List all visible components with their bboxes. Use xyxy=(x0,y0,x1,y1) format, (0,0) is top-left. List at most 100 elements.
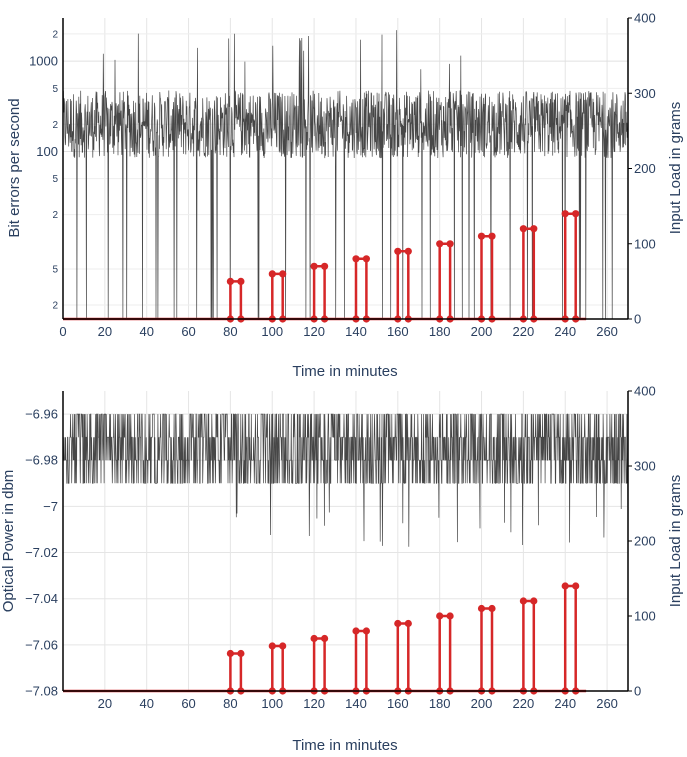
bottom-x-axis-title: Time in minutes xyxy=(292,737,397,754)
y-minor-tick-label: 2 xyxy=(52,120,58,131)
y-tick-label: −7.06 xyxy=(25,637,58,652)
load-marker xyxy=(310,634,318,643)
y-minor-tick-label: 5 xyxy=(52,174,58,185)
y-tick-label: −7 xyxy=(43,499,58,514)
x-tick-label: 140 xyxy=(345,696,367,711)
top-y-axis-title: Bit errors per second xyxy=(6,98,23,237)
y-tick-label: 100 xyxy=(36,144,58,159)
load-marker xyxy=(352,255,360,263)
load-marker xyxy=(519,597,528,605)
load-marker xyxy=(237,277,245,285)
x-tick-label: 20 xyxy=(98,696,112,711)
load-marker xyxy=(561,210,569,218)
load-marker xyxy=(279,642,287,650)
x-tick-label: 180 xyxy=(429,324,451,339)
load-marker xyxy=(446,240,454,248)
load-marker xyxy=(394,619,402,628)
top-y2-axis-title: Input Load in grams xyxy=(667,102,684,235)
y2-tick-label: 100 xyxy=(634,236,656,251)
y2-tick-label: 0 xyxy=(634,684,641,699)
x-tick-label: 40 xyxy=(139,324,153,339)
y-minor-tick-label: 5 xyxy=(52,265,58,276)
load-marker xyxy=(226,277,234,285)
y2-tick-label: 400 xyxy=(634,11,656,26)
y2-tick-label: 300 xyxy=(634,86,656,101)
x-tick-label: 160 xyxy=(387,696,409,711)
load-marker xyxy=(561,582,569,590)
x-tick-label: 140 xyxy=(345,324,367,339)
bottom-input-load-series xyxy=(63,582,587,695)
load-marker xyxy=(362,255,370,263)
x-tick-label: 220 xyxy=(513,696,535,711)
x-tick-label: 60 xyxy=(181,324,195,339)
bit-errors-series xyxy=(62,30,629,320)
x-tick-label: 240 xyxy=(554,696,576,711)
load-marker xyxy=(488,604,496,613)
x-tick-label: 80 xyxy=(223,696,237,711)
x-tick-label: 60 xyxy=(181,696,195,711)
bottom-grid xyxy=(63,391,628,692)
optical-power-chart: 20 40 60 80 100 120 140 160 180 200 220 240 260 −6.96… xyxy=(0,384,684,755)
x-tick-label: 240 xyxy=(554,324,576,339)
bottom-y-axis-title: Optical Power in dbm xyxy=(0,470,17,613)
y-tick-label: −7.02 xyxy=(25,545,58,560)
x-tick-label: 120 xyxy=(303,324,325,339)
top-input-load-series xyxy=(63,210,587,323)
load-marker xyxy=(477,232,486,240)
y-minor-tick-label: 2 xyxy=(52,210,58,221)
x-tick-label: 200 xyxy=(471,324,493,339)
noise-trace xyxy=(62,30,629,320)
x-tick-label: 20 xyxy=(98,324,112,339)
y-tick-label: −7.04 xyxy=(25,591,58,606)
load-marker xyxy=(279,270,287,278)
noise-trace xyxy=(62,413,629,547)
x-tick-label: 180 xyxy=(429,696,451,711)
load-marker xyxy=(530,597,538,605)
y-minor-tick-label: 2 xyxy=(52,301,58,312)
load-marker xyxy=(321,262,329,270)
y2-tick-label: 200 xyxy=(634,534,656,549)
top-grid xyxy=(62,18,628,319)
load-marker xyxy=(310,262,318,270)
bottom-y2-axis-title: Input Load in grams xyxy=(667,475,684,608)
y-tick-label: −7.08 xyxy=(25,684,58,699)
x-tick-label: 100 xyxy=(261,696,283,711)
y-tick-label: −6.98 xyxy=(25,453,58,468)
load-marker xyxy=(446,612,454,620)
load-marker xyxy=(268,270,276,278)
load-marker xyxy=(436,240,444,248)
top-x-axis-title: Time in minutes xyxy=(292,363,397,380)
y-tick-label: −6.96 xyxy=(25,407,58,422)
load-marker xyxy=(352,627,360,635)
load-marker xyxy=(477,604,486,613)
y2-tick-label: 200 xyxy=(634,161,656,176)
load-marker xyxy=(572,582,580,590)
top-axes: 0 20 40 60 80 100 120 140 160 180 200 220 240 260 2 5 2 5… xyxy=(29,11,656,340)
y2-tick-label: 0 xyxy=(634,312,641,327)
load-marker xyxy=(519,225,528,233)
load-marker xyxy=(436,612,444,620)
load-marker xyxy=(268,642,276,650)
x-tick-label: 80 xyxy=(223,324,237,339)
load-marker xyxy=(394,247,402,255)
y2-tick-label: 100 xyxy=(634,609,656,624)
x-tick-label: 100 xyxy=(261,324,283,339)
y-tick-label: 1000 xyxy=(29,54,58,69)
y2-tick-label: 300 xyxy=(634,459,656,474)
y-minor-tick-label: 5 xyxy=(52,84,58,95)
load-marker xyxy=(226,649,234,658)
x-tick-label: 200 xyxy=(471,696,493,711)
y2-tick-label: 400 xyxy=(634,384,656,399)
y-minor-tick-label: 2 xyxy=(52,29,58,40)
load-marker xyxy=(237,649,245,658)
load-marker xyxy=(362,627,370,635)
bottom-axes: 20 40 60 80 100 120 140 160 180 200 220 240 260 −6.96… xyxy=(25,384,656,712)
x-tick-label: 260 xyxy=(596,696,618,711)
x-tick-label: 260 xyxy=(596,324,618,339)
x-tick-label: 220 xyxy=(513,324,535,339)
load-marker xyxy=(572,210,580,218)
load-marker xyxy=(404,247,412,255)
load-marker xyxy=(404,619,412,628)
x-tick-label: 160 xyxy=(387,324,409,339)
